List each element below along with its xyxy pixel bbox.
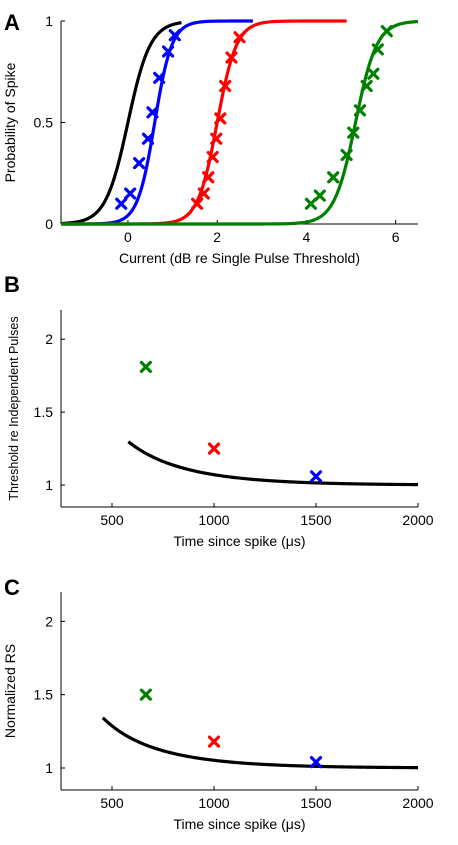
- x-tick-label: 500: [100, 512, 124, 528]
- x-tick-label: 2000: [402, 512, 433, 528]
- x-axis-label: Current (dB re Single Pulse Threshold): [119, 250, 360, 266]
- x-tick-label: 2: [213, 229, 221, 245]
- panel-a-plot: 0 2 4 6 0 0.5 1 Current (dB re Single Pulse Thr…: [2, 13, 419, 266]
- data-point-marker: [153, 71, 166, 84]
- x-tick-label: 2000: [402, 795, 433, 811]
- data-point-marker: [233, 31, 246, 44]
- data-point-marker: [168, 29, 181, 42]
- x-axis-label: Time since spike (μs): [173, 816, 305, 832]
- x-tick-label: 4: [303, 229, 311, 245]
- data-point-marker: [309, 756, 323, 769]
- data-point-marker: [141, 132, 155, 145]
- plot-area: [61, 21, 418, 224]
- data-point-marker: [380, 25, 393, 38]
- data-point-marker: [219, 79, 232, 93]
- y-tick-label: 2: [45, 613, 53, 629]
- data-point-marker: [115, 197, 128, 210]
- data-point-marker: [132, 157, 146, 170]
- data-point-marker: [313, 189, 326, 202]
- data-point-marker: [206, 150, 219, 164]
- data-point-marker: [367, 67, 380, 80]
- data-point-marker: [139, 688, 152, 701]
- data-point-marker: [139, 360, 152, 374]
- data-point-marker: [146, 106, 159, 119]
- data-point-marker: [124, 187, 137, 200]
- data-point-marker: [371, 43, 384, 56]
- y-tick-label: 1: [45, 477, 53, 493]
- x-tick-label: 500: [100, 795, 124, 811]
- panel-b-letter: B: [4, 272, 20, 297]
- panel-a-letter: A: [4, 10, 20, 35]
- y-axis-label: Normalized RS: [2, 644, 18, 738]
- data-point-marker: [360, 79, 373, 93]
- y-tick-label: 1.5: [34, 687, 54, 703]
- y-tick-label: 2: [45, 331, 53, 347]
- x-tick-label: 1500: [300, 795, 331, 811]
- plot-area: [61, 592, 418, 790]
- data-point-marker: [214, 112, 227, 125]
- y-tick-label: 0: [45, 216, 53, 232]
- data-point-marker: [347, 126, 360, 139]
- fitted-curve: [101, 716, 419, 770]
- data-point-marker: [207, 442, 221, 455]
- panel-c-letter: C: [4, 575, 20, 600]
- y-tick-label: 1: [45, 760, 53, 776]
- fitted-curve: [127, 440, 419, 487]
- x-tick-label: 1500: [300, 512, 331, 528]
- data-point-marker: [353, 104, 367, 117]
- data-point-marker: [207, 735, 221, 748]
- y-tick-label: 1: [45, 13, 53, 29]
- data-point-marker: [210, 132, 223, 145]
- data-point-marker: [191, 197, 204, 210]
- data-point-marker: [162, 45, 175, 58]
- y-axis-label: Probability of Spike: [2, 62, 18, 182]
- panel-c-plot: 500 1000 1500 2000 1 1.5 2 Time since spike (μs…: [2, 592, 434, 832]
- y-axis-label: Threshold re Independent Pulses: [7, 316, 21, 500]
- data-point-marker: [197, 187, 210, 200]
- data-point-marker: [225, 51, 238, 64]
- data-point-marker: [309, 470, 323, 483]
- x-tick-label: 1000: [198, 512, 229, 528]
- series-curve: [60, 19, 419, 226]
- series-curve: [59, 21, 183, 226]
- panel-b-plot: 500 1000 1500 2000 1 1.5 2 Time since spike (μs…: [7, 310, 434, 549]
- plot-content: [59, 19, 419, 226]
- x-tick-label: 1000: [198, 795, 229, 811]
- x-tick-label: 0: [124, 229, 132, 245]
- data-point-marker: [327, 171, 340, 184]
- x-tick-label: 6: [392, 229, 400, 245]
- plot-content: [127, 360, 419, 487]
- y-tick-label: 1.5: [34, 404, 54, 420]
- x-axis-label: Time since spike (μs): [173, 533, 305, 549]
- y-tick-label: 0.5: [34, 115, 54, 131]
- data-point-marker: [202, 171, 215, 184]
- plot-content: [101, 688, 419, 770]
- data-point-marker: [340, 148, 353, 162]
